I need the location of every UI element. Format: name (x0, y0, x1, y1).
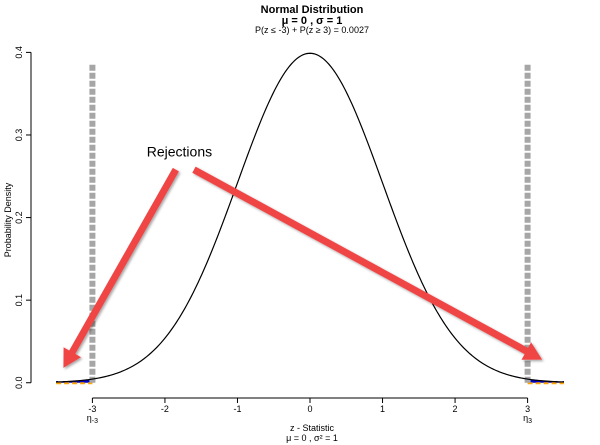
y-tick-label: 0.0 (14, 376, 24, 389)
chart-subtitle: μ = 0 , σ = 1 (282, 15, 343, 27)
x-tick-label: -1 (233, 404, 241, 414)
y-tick-label: 0.4 (14, 46, 24, 59)
y-tick-label: 0.1 (14, 294, 24, 307)
plot-area (56, 52, 564, 385)
annotation-layer: Rejections (63, 143, 543, 368)
rejections-annotation: Rejections (147, 143, 212, 159)
rejection-arrow (192, 166, 543, 360)
x-tick-label: 0 (307, 404, 312, 414)
axes: -3 -2 -1 0 1 2 3 0.0 0.1 0.2 0.3 0.4 η-3 η3 (14, 46, 532, 425)
chart-title: Normal Distribution (261, 4, 364, 16)
rejection-arrow (63, 167, 179, 368)
x-tick-label: -3 (88, 404, 96, 414)
x-tick-label: 1 (380, 404, 385, 414)
x-tick-label: 2 (453, 404, 458, 414)
critical-value-label: η3 (523, 413, 532, 425)
probability-label: P(z ≤ -3) + P(z ≥ 3) = 0.0027 (255, 25, 369, 35)
y-tick-label: 0.3 (14, 129, 24, 142)
density-curve (56, 52, 564, 383)
x-axis-sublabel: μ = 0 , σ² = 1 (286, 433, 338, 443)
x-tick-label: -2 (161, 404, 169, 414)
y-tick-label: 0.2 (14, 211, 24, 224)
x-tick-label: 3 (525, 404, 530, 414)
y-axis-label: Probability Density (3, 182, 13, 257)
critical-value-label: η-3 (87, 413, 98, 425)
x-axis-label: z - Statistic (290, 423, 335, 433)
